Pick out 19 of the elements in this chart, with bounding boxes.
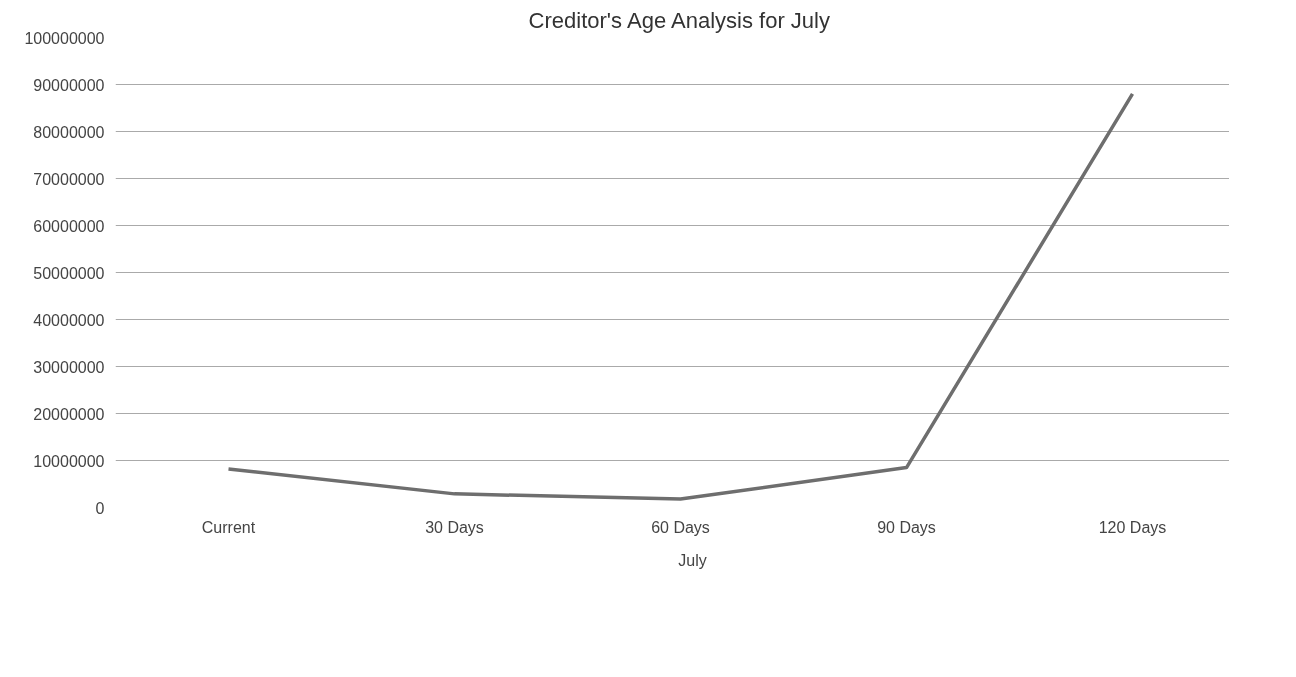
- chart-title: Creditor's Age Analysis for July: [528, 7, 830, 33]
- x-tick-label: Current: [201, 518, 256, 536]
- y-tick-label: 60000000: [33, 217, 105, 235]
- y-tick-label: 10000000: [33, 452, 105, 470]
- y-tick-label: 80000000: [33, 123, 105, 141]
- x-tick-label: 90 Days: [877, 518, 936, 536]
- y-tick-label: 30000000: [33, 358, 105, 376]
- y-tick-label: 90000000: [33, 76, 105, 94]
- y-tick-label: 70000000: [33, 170, 105, 188]
- y-tick-label: 20000000: [33, 405, 105, 423]
- y-tick-label: 50000000: [33, 264, 105, 282]
- y-tick-label: 0: [95, 499, 105, 517]
- x-tick-label: 120 Days: [1098, 518, 1167, 536]
- y-tick-label: 100000000: [24, 29, 105, 47]
- line-series: [226, 92, 1135, 501]
- text: July: [678, 552, 707, 570]
- y-tick-label: 40000000: [33, 311, 105, 329]
- x-tick-label: 30 Days: [425, 518, 484, 536]
- x-tick-label: 60 Days: [651, 518, 710, 536]
